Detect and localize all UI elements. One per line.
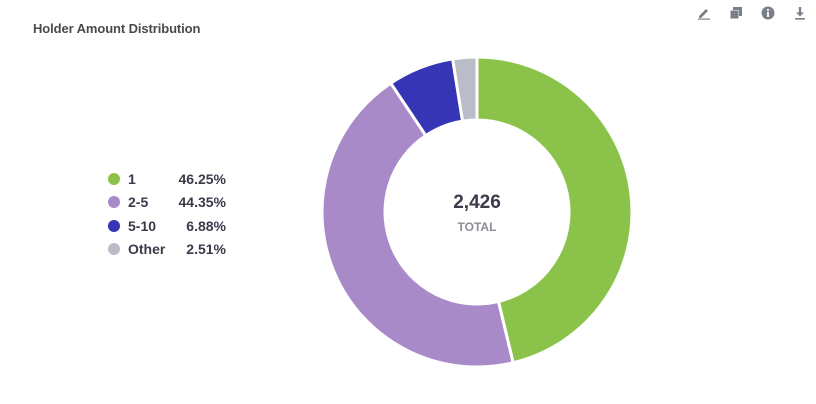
legend-swatch bbox=[108, 219, 120, 232]
legend-swatch bbox=[108, 172, 120, 185]
center-total-value: 2,426 bbox=[453, 192, 501, 213]
center-total-label: TOTAL bbox=[458, 220, 497, 234]
legend-value: 46.25% bbox=[178, 170, 226, 187]
download-button[interactable] bbox=[790, 4, 810, 22]
copy-icon bbox=[730, 7, 742, 19]
donut-slice-1[interactable] bbox=[475, 55, 634, 365]
legend-swatch bbox=[108, 196, 120, 209]
legend-item[interactable]: 1 46.25% bbox=[108, 167, 226, 191]
donut-slice-other[interactable] bbox=[451, 55, 479, 123]
donut-slice-2-5[interactable] bbox=[320, 81, 515, 369]
legend-item[interactable]: Other 2.51% bbox=[108, 238, 226, 262]
legend-label: 1 bbox=[128, 170, 136, 187]
legend-value: 2.51% bbox=[186, 241, 226, 258]
info-button[interactable] bbox=[758, 4, 778, 22]
info-icon bbox=[761, 6, 775, 20]
legend-item[interactable]: 5-10 6.88% bbox=[108, 214, 226, 238]
donut-slices bbox=[320, 55, 634, 369]
legend-swatch bbox=[108, 243, 120, 256]
chart-toolbar bbox=[694, 4, 810, 22]
chart-title: Holder Amount Distribution bbox=[33, 21, 201, 36]
chart-legend: 1 46.25% 2-5 44.35% 5-10 6.88% Other 2.51% bbox=[108, 167, 226, 261]
pencil-icon bbox=[698, 9, 710, 20]
legend-item[interactable]: 2-5 44.35% bbox=[108, 191, 226, 215]
copy-button[interactable] bbox=[726, 4, 746, 22]
legend-value: 6.88% bbox=[186, 217, 226, 234]
legend-label: 5-10 bbox=[128, 217, 157, 234]
download-icon bbox=[795, 7, 805, 20]
legend-label: Other bbox=[128, 241, 166, 258]
legend-label: 2-5 bbox=[128, 194, 149, 211]
edit-button[interactable] bbox=[694, 4, 714, 22]
legend-value: 44.35% bbox=[178, 194, 226, 211]
